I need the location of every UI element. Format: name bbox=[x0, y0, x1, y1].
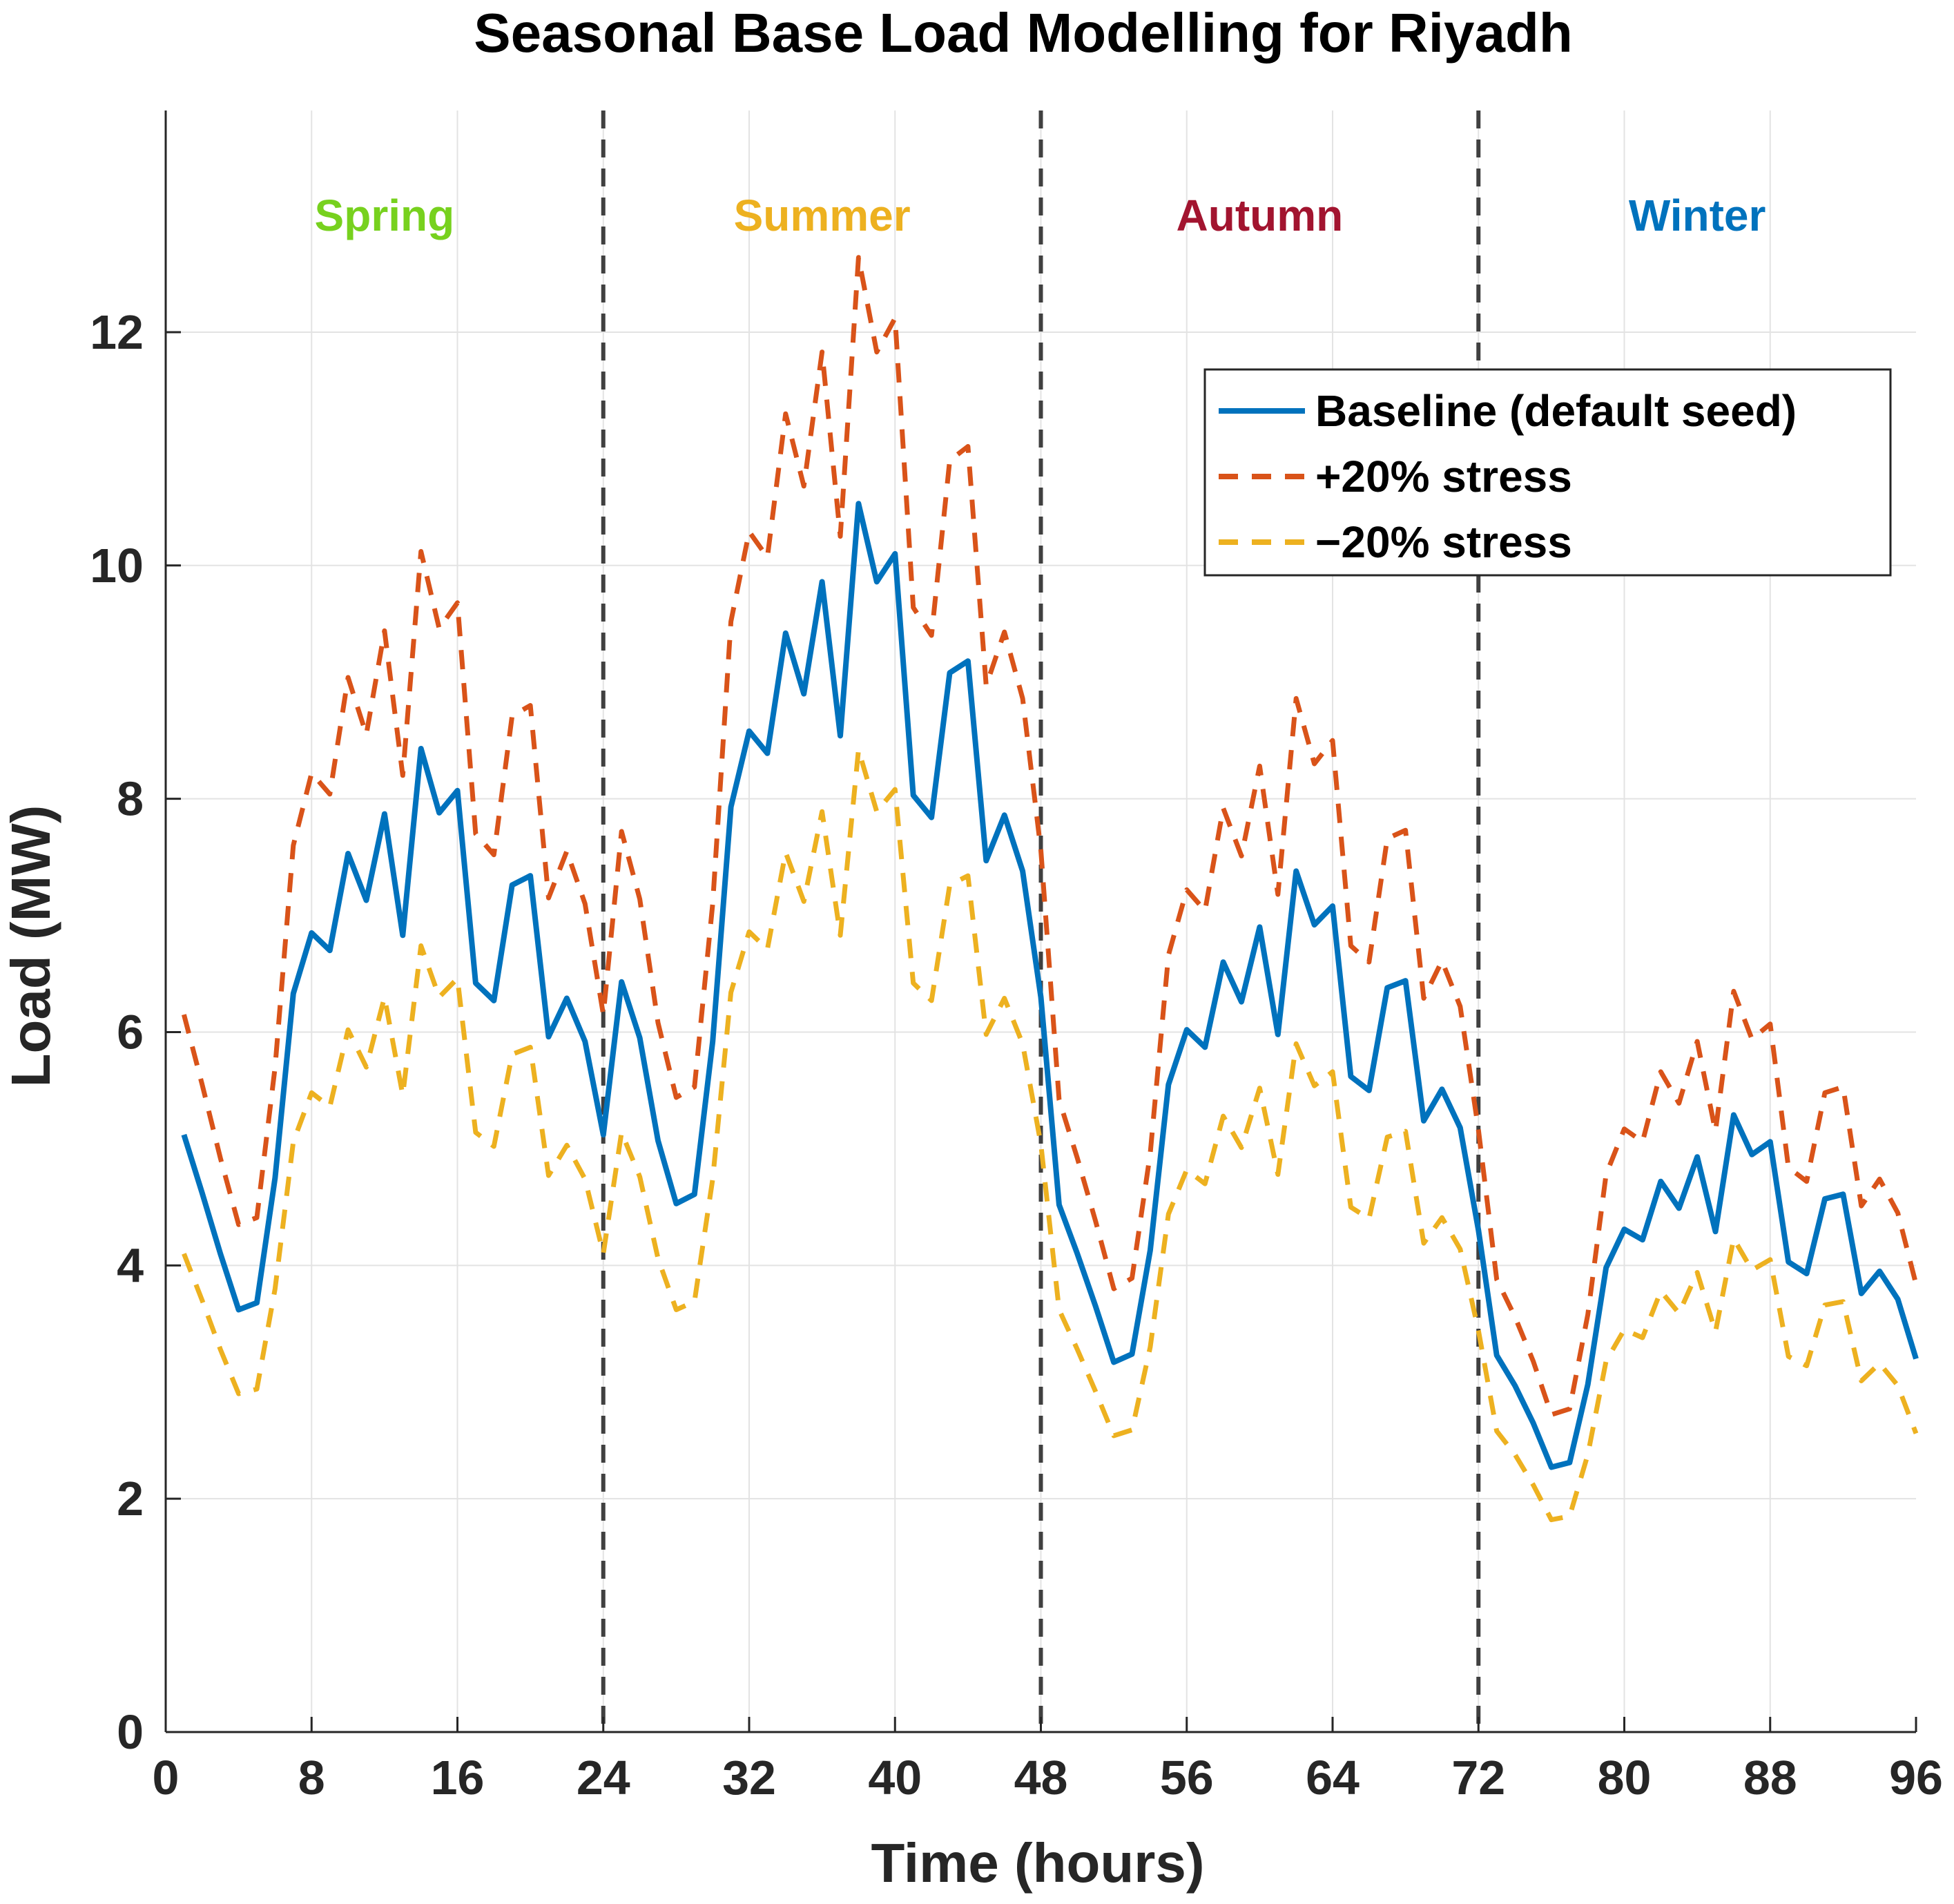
data-series bbox=[181, 255, 1919, 1523]
x-tick-label: 16 bbox=[431, 1751, 485, 1805]
x-tick-label: 24 bbox=[577, 1751, 630, 1805]
legend-label-1: +20% stress bbox=[1315, 452, 1572, 501]
x-tick-label: 56 bbox=[1160, 1751, 1214, 1805]
x-tick-label: 88 bbox=[1743, 1751, 1797, 1805]
x-tick-label: 32 bbox=[722, 1751, 776, 1805]
x-tick-label: 8 bbox=[298, 1751, 325, 1805]
series-line-0 bbox=[181, 501, 1919, 1470]
season-label-autumn: Autumn bbox=[1177, 191, 1344, 240]
legend-box bbox=[1203, 368, 1892, 577]
y-tick-label: 10 bbox=[90, 539, 144, 593]
season-label-winter: Winter bbox=[1629, 191, 1766, 240]
y-tick-label: 2 bbox=[117, 1472, 144, 1526]
series-line-2 bbox=[182, 747, 1919, 1523]
season-label-spring: Spring bbox=[315, 191, 455, 240]
y-tick-label: 4 bbox=[117, 1238, 144, 1292]
x-axis-label: Time (hours) bbox=[871, 1832, 1204, 1894]
y-tick-label: 6 bbox=[117, 1005, 144, 1059]
x-tick-label: 0 bbox=[153, 1751, 180, 1805]
x-tick-label: 64 bbox=[1306, 1751, 1360, 1805]
legend-label-2: −20% stress bbox=[1315, 517, 1572, 567]
series-line-1 bbox=[182, 255, 1919, 1417]
y-tick-label: 12 bbox=[90, 305, 144, 359]
season-labels: Spring Summer Autumn Winter bbox=[315, 191, 1766, 240]
legend-label-0: Baseline (default seed) bbox=[1315, 386, 1797, 436]
season-label-summer: Summer bbox=[734, 191, 911, 240]
x-tick-label: 96 bbox=[1889, 1751, 1943, 1805]
x-tick-label: 48 bbox=[1014, 1751, 1068, 1805]
chart-title: Seasonal Base Load Modelling for Riyadh bbox=[474, 2, 1572, 64]
y-tick-label: 8 bbox=[117, 772, 144, 826]
x-tick-label: 72 bbox=[1451, 1751, 1505, 1805]
x-tick-label: 80 bbox=[1598, 1751, 1652, 1805]
legend: Baseline (default seed) +20% stress −20% s… bbox=[1203, 368, 1892, 577]
y-axis-label: Load (MW) bbox=[0, 805, 61, 1088]
x-tick-label: 40 bbox=[868, 1751, 922, 1805]
y-tick-label: 0 bbox=[117, 1705, 144, 1759]
